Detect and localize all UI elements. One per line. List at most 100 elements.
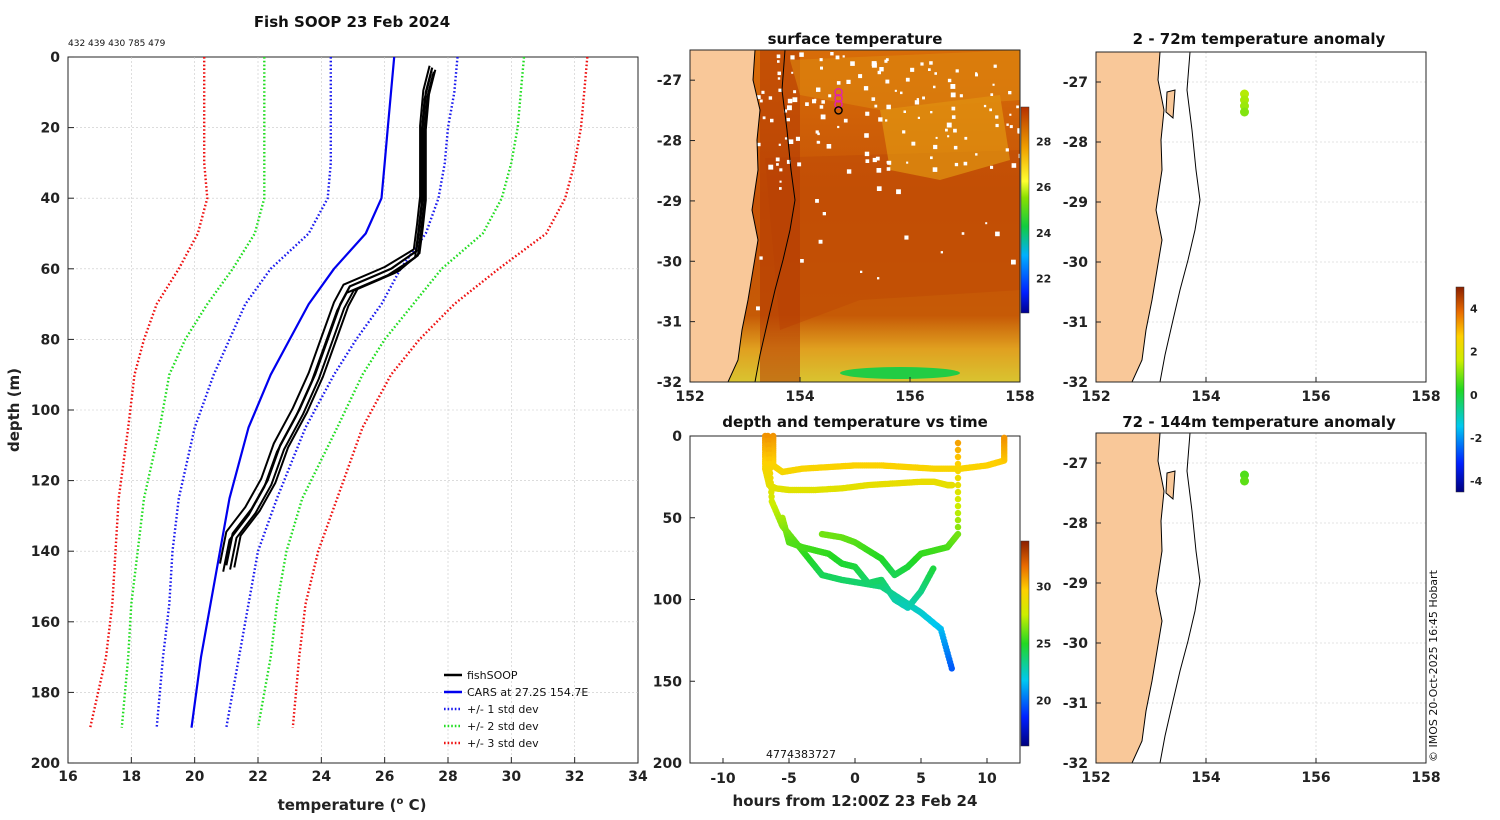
cloud-pixel xyxy=(932,167,938,172)
y-tick-label: 200 xyxy=(31,756,60,772)
cloud-pixel xyxy=(916,98,919,101)
cloud-pixel xyxy=(904,235,909,240)
cloud-pixel xyxy=(951,106,956,111)
cloud-pixel xyxy=(777,60,780,63)
y-tick-label: 20 xyxy=(41,121,61,137)
cloud-pixel xyxy=(815,130,819,134)
y-tick-label: 100 xyxy=(653,593,682,609)
cloud-pixel xyxy=(837,125,840,129)
land xyxy=(690,50,760,382)
cloud-pixel xyxy=(759,99,763,103)
sst-warm-core xyxy=(765,150,1020,330)
cloud-pixel xyxy=(876,186,882,191)
cloud-pixel xyxy=(995,115,999,119)
time-point xyxy=(954,488,962,496)
time-point xyxy=(954,467,962,475)
cloud-pixel xyxy=(818,239,823,244)
y-tick-label: 60 xyxy=(41,262,61,278)
profile-ylabel: depth (m) xyxy=(5,368,23,452)
x-tick-label: 28 xyxy=(438,769,457,785)
cloud-pixel xyxy=(828,94,832,98)
cloud-pixel xyxy=(792,97,798,103)
y-tick-label: -29 xyxy=(1063,195,1088,211)
cloud-pixel xyxy=(788,139,794,144)
cloud-pixel xyxy=(815,199,819,203)
profile-series xyxy=(89,56,589,728)
cloud-pixel xyxy=(950,84,956,89)
cloud-pixel xyxy=(1017,131,1020,134)
cloud-pixel xyxy=(885,119,888,122)
cloud-pixel xyxy=(903,110,906,113)
cloud-pixel xyxy=(1011,163,1017,168)
x-tick-label: 26 xyxy=(375,769,394,785)
anom2-land xyxy=(1095,432,1165,764)
anom2-isobath xyxy=(1159,432,1201,764)
cloud-pixel xyxy=(910,67,915,72)
colorbar-tick-label: 26 xyxy=(1036,181,1052,194)
cloud-pixel xyxy=(995,123,999,128)
profile-ticks: 16 18 20 22 24 26 28 30 32 34 0 20 40 60 80 100 120 140 16… xyxy=(31,50,648,785)
time-point xyxy=(954,439,962,447)
x-tick-label: 0 xyxy=(850,771,860,787)
y-tick-label: 200 xyxy=(653,756,682,772)
anom1-land xyxy=(1095,51,1165,383)
cloud-pixel xyxy=(894,89,897,92)
cloud-pixel xyxy=(835,55,840,60)
y-tick-label: 40 xyxy=(41,191,61,207)
cloud-pixel xyxy=(819,105,824,109)
cloud-pixel xyxy=(879,67,884,72)
x-tick-label: 18 xyxy=(122,769,141,785)
time-point xyxy=(765,451,773,458)
colorbar-tick-label: -4 xyxy=(1470,475,1483,488)
cloud-pixel xyxy=(778,88,782,92)
colorbar-tick-label: 20 xyxy=(1036,694,1052,707)
x-tick-label: -10 xyxy=(710,771,736,787)
cloud-pixel xyxy=(786,159,791,164)
cloud-pixel xyxy=(826,144,832,149)
cloud-pixel xyxy=(864,151,870,157)
y-tick-label: -32 xyxy=(1063,756,1088,772)
cloud-pixel xyxy=(784,137,788,140)
cloud-pixel xyxy=(816,140,820,144)
y-tick-label: 140 xyxy=(31,544,60,560)
time-point xyxy=(768,493,775,500)
cloud-pixel xyxy=(787,98,793,104)
cars-line xyxy=(190,56,396,728)
y-tick-label: 100 xyxy=(31,403,60,419)
cloud-pixel xyxy=(819,58,823,62)
time-xlabel: hours from 12:00Z 23 Feb 24 xyxy=(733,792,978,810)
cloud-pixel xyxy=(930,111,933,114)
time-point xyxy=(954,453,962,461)
cloud-pixel xyxy=(896,189,901,195)
cloud-pixel xyxy=(951,115,956,119)
station-marker xyxy=(834,100,843,109)
time-point xyxy=(766,470,774,477)
colorbar-tick-label: 25 xyxy=(1036,638,1051,651)
time-series xyxy=(762,432,1008,672)
anom2-island xyxy=(1165,470,1176,501)
cloud-pixel xyxy=(805,102,809,106)
anom2-grid xyxy=(1096,433,1426,763)
fish-profile-line xyxy=(222,73,432,572)
x-tick-label: 5 xyxy=(916,771,926,787)
cloud-pixel xyxy=(900,91,903,95)
cloud-pixel xyxy=(875,156,880,161)
cloud-pixel xyxy=(776,54,781,59)
cloud-pixel xyxy=(1009,113,1012,116)
anomaly-map-deep: 152 154 156 158 -27 -28 -29 -30 -31 -32 72 - 144m… xyxy=(1063,413,1441,786)
y-tick-label: 50 xyxy=(663,511,683,527)
station-marker xyxy=(834,87,843,97)
cloud-pixel xyxy=(846,79,851,84)
profile-title: Fish SOOP 23 Feb 2024 xyxy=(254,13,450,31)
time-point xyxy=(767,474,774,482)
y-tick-label: -30 xyxy=(1063,636,1089,652)
legend-label-std2: +/- 2 std dev xyxy=(467,720,539,733)
cloud-pixel xyxy=(975,72,978,75)
time-point xyxy=(766,465,774,472)
x-tick-label: -5 xyxy=(781,771,797,787)
cloud-pixel xyxy=(1016,105,1019,109)
cloud-pixel xyxy=(797,162,802,167)
station-marker xyxy=(834,93,843,103)
legend: fishSOOP CARS at 27.2S 154.7E +/- 1 std … xyxy=(444,669,588,750)
cloud-pixel xyxy=(922,96,925,100)
